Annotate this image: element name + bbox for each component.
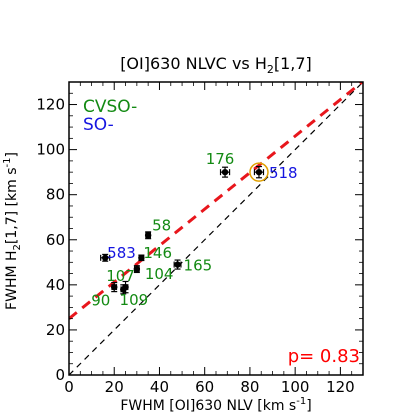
x-tick-label: 60 — [195, 378, 214, 396]
data-point — [221, 168, 229, 176]
legend-entry: SO- — [83, 115, 114, 135]
fit-line — [69, 82, 363, 320]
x-tick-label: 20 — [105, 378, 124, 396]
plot-area: 0 20 40 60 80 100 120 0 20 40 60 80 100 120 176 518 58 58… — [36, 81, 364, 396]
point-label: 176 — [206, 150, 235, 168]
y-tick-label: 60 — [46, 231, 65, 249]
x-tick-label: 100 — [281, 378, 310, 396]
y-tick-label: 80 — [46, 186, 65, 204]
point-label: 165 — [184, 257, 213, 275]
x-tick-label: 80 — [240, 378, 259, 396]
data-point — [101, 254, 109, 261]
chart-title: [OI]630 NLVC vs H2[1,7] — [120, 54, 312, 76]
y-tick-label: 120 — [36, 96, 65, 114]
point-label: 90 — [91, 291, 110, 309]
y-tick-label: 40 — [46, 276, 65, 294]
point-label: 58 — [152, 216, 171, 234]
legend-entry: CVSO- — [83, 97, 137, 117]
data-point — [138, 254, 145, 261]
data-point — [111, 283, 118, 291]
data-point — [174, 261, 181, 268]
point-label: 146 — [143, 244, 172, 262]
highlight-circle — [249, 162, 269, 182]
data-point — [144, 232, 152, 239]
data-point — [122, 283, 129, 291]
y-tick-label: 100 — [36, 141, 65, 159]
x-axis-label: FWHM [OI]630 NLV [km s-1] — [120, 396, 311, 413]
point-label: 104 — [145, 265, 174, 283]
data-point — [133, 265, 141, 273]
data-point — [255, 168, 263, 176]
one-to-one-line — [69, 82, 363, 375]
x-tick-label: 0 — [64, 378, 74, 396]
point-label: 107 — [106, 267, 135, 285]
x-tick-label: 120 — [326, 378, 355, 396]
x-tick-label: 40 — [150, 378, 169, 396]
point-label: 583 — [107, 244, 136, 262]
y-axis-label: FWHM H2[1,7] [km s-1] — [2, 152, 23, 310]
y-tick-label: 20 — [46, 321, 65, 339]
point-label: 518 — [269, 164, 298, 182]
y-tick-label: 0 — [55, 366, 65, 384]
point-label: 109 — [120, 291, 149, 309]
correlation-label: p= 0.83 — [288, 346, 360, 367]
